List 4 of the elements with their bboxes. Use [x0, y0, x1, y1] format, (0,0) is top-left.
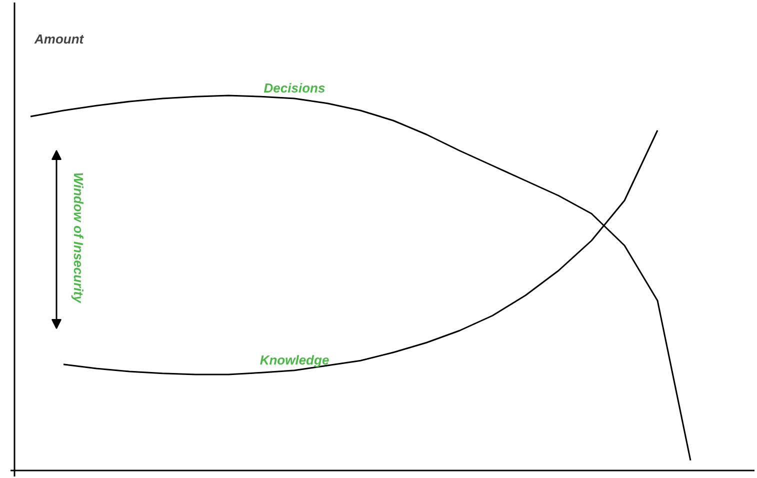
y-axis-title: Amount: [34, 32, 84, 46]
annotation: Window of Insecurity: [71, 172, 86, 304]
series-label: Decisions: [264, 80, 326, 96]
series-label: Knowledge: [260, 352, 330, 368]
